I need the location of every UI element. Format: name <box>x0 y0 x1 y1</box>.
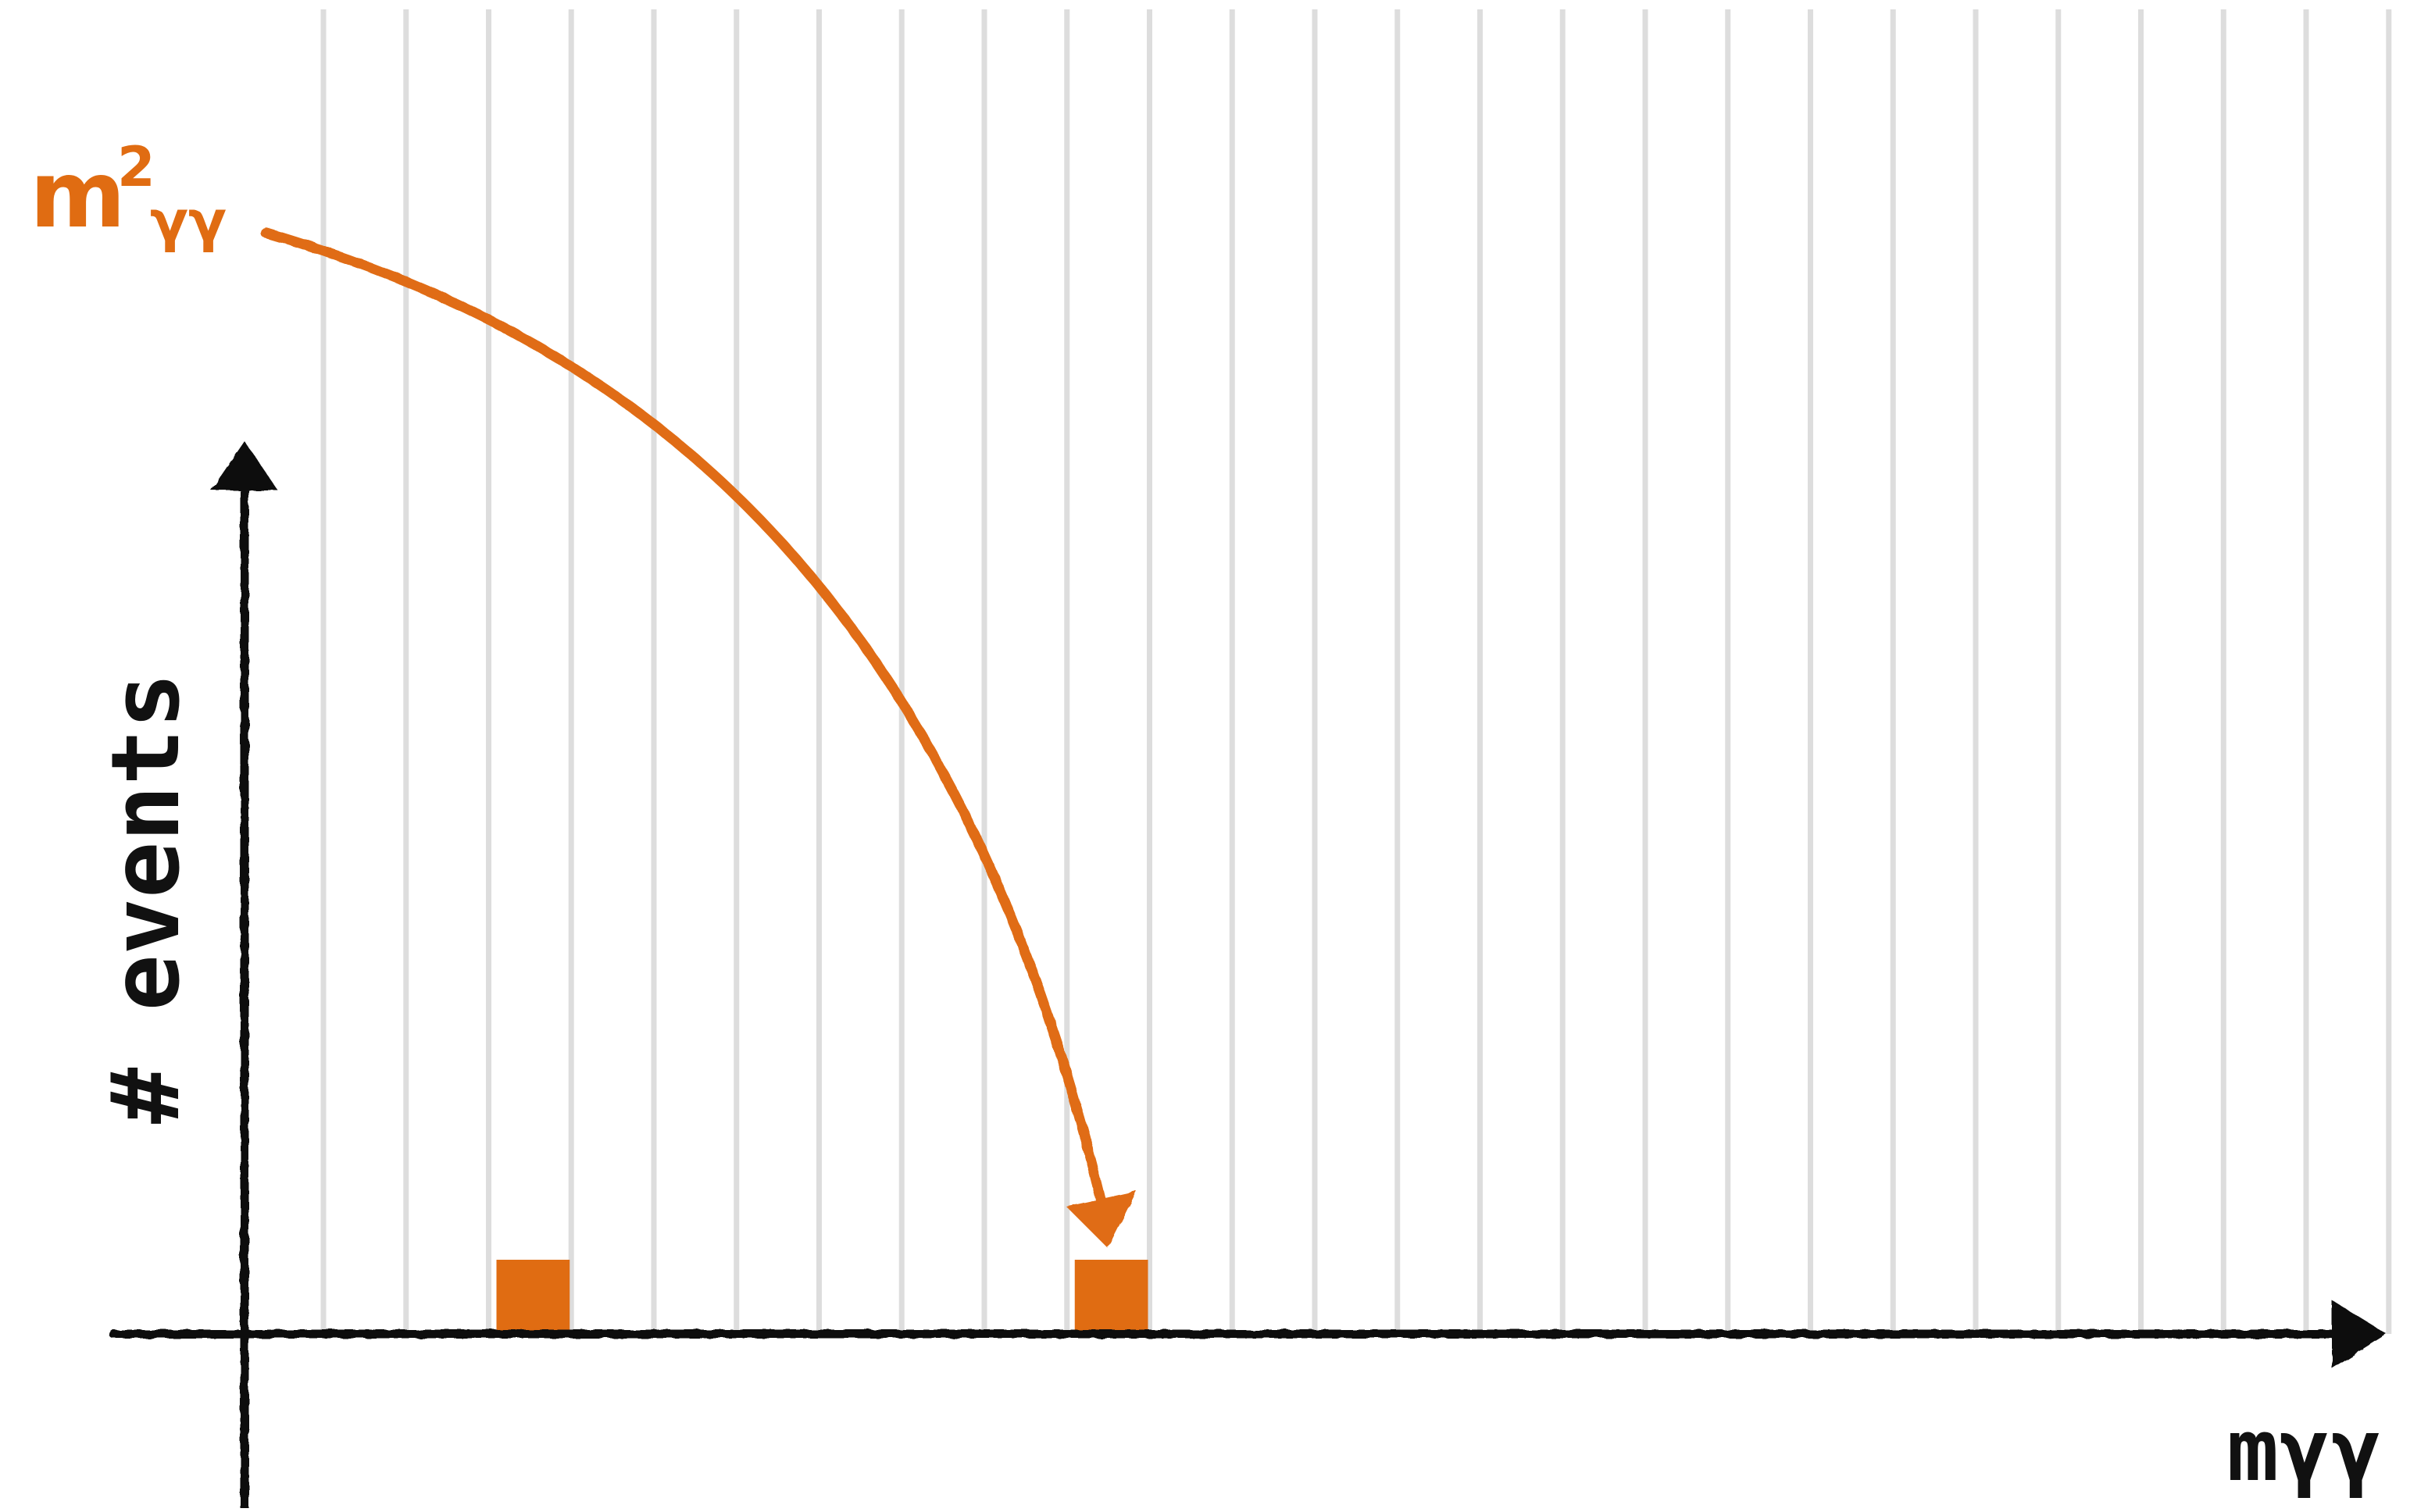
annotation-main: m <box>30 141 126 248</box>
histogram-bar <box>1074 1260 1148 1334</box>
grid-lines <box>320 9 2392 1334</box>
annotation-arrow-curve <box>260 227 1107 1208</box>
annotation-arrowhead <box>1066 1191 1137 1248</box>
annotation-sub: γγ <box>150 188 227 254</box>
x-axis-arrowhead <box>2332 1300 2387 1368</box>
annotation-sup: 2 <box>117 135 155 199</box>
x-axis-label: mγγ <box>2227 1400 2383 1500</box>
axes <box>109 441 2387 1512</box>
histogram-bar <box>496 1260 570 1334</box>
annotation-arrow <box>260 227 1137 1248</box>
bars <box>496 1260 1148 1334</box>
y-axis-label: # events <box>92 672 201 1124</box>
y-axis-arrowhead <box>211 441 278 490</box>
annotation-label: m 2 γγ <box>30 135 227 254</box>
